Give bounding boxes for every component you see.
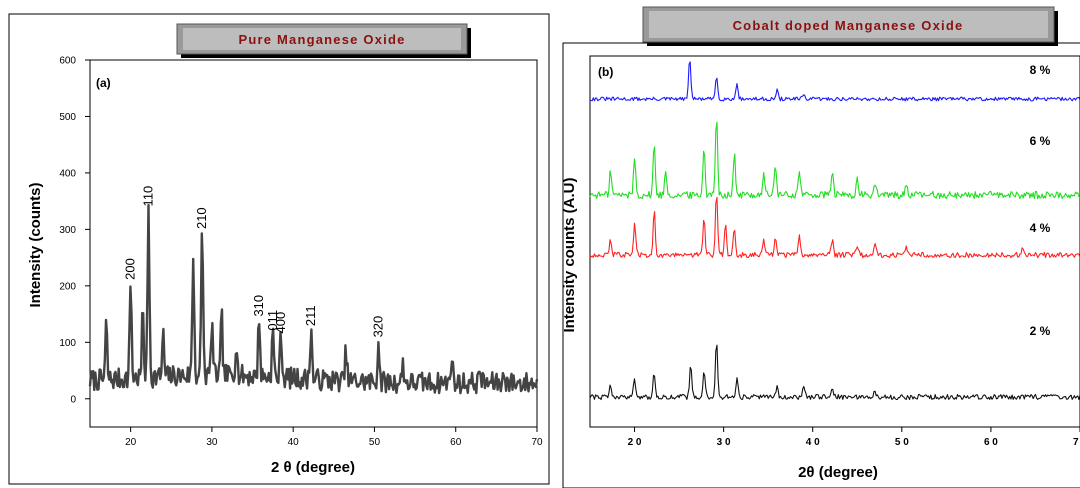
b-series-line-4% [589,196,1080,259]
b-series-label: 2 % [1030,324,1051,338]
panel-b-label: (b) [598,65,613,79]
a-y-tick-label: 200 [59,281,76,292]
b-x-tick-label: 4 0 [806,437,820,448]
a-peak-label: 210 [194,207,209,229]
panel-a-series-line [88,203,539,395]
a-y-tick-label: 500 [59,112,76,123]
panel-b: Cobalt doped Manganese Oxide (b) 2 0 3 0 4… [561,6,1080,488]
b-series-line-6% [589,121,1080,200]
panel-b-x-ticks: 2 0 3 0 4 0 5 0 6 0 7 0 [628,427,1080,448]
a-peak-label: 211 [303,305,318,326]
panel-b-y-axis-label: Intensity counts (A.U) [561,177,578,332]
panel-b-title: Cobalt doped Manganese Oxide [733,18,964,33]
b-x-tick-label: 6 0 [984,437,998,448]
a-peak-label: 320 [371,316,386,338]
panel-a-y-axis-label: Intensity (counts) [27,182,44,307]
b-x-tick-label: 2 0 [628,437,642,448]
a-peak-label: 400 [273,312,288,334]
a-y-tick-label: 600 [59,56,76,67]
panel-a: Pure Manganese Oxide (a) 0 100 200 300 400 50… [8,13,550,485]
panel-b-title-box: Cobalt doped Manganese Oxide [642,6,1058,46]
a-x-tick-label: 30 [206,437,218,448]
b-series-label: 6 % [1030,134,1051,148]
b-series-label: 8 % [1030,63,1051,77]
panel-a-x-ticks: 20 30 40 50 60 70 [125,427,543,448]
b-x-tick-label: 5 0 [895,437,909,448]
b-x-tick-label: 3 0 [717,437,731,448]
a-peak-label: 200 [123,258,138,280]
panel-a-title-box: Pure Manganese Oxide [176,23,471,58]
b-series-label: 4 % [1030,221,1051,235]
a-x-tick-label: 20 [125,437,137,448]
a-y-tick-label: 300 [59,225,76,236]
a-y-tick-label: 0 [70,394,76,405]
a-peak-label: 310 [251,295,266,317]
a-x-tick-label: 40 [288,437,300,448]
panel-a-title: Pure Manganese Oxide [238,32,405,47]
b-x-tick-label: 7 0 [1073,437,1080,448]
panel-b-series-labels: 8 % 6 % 4 % 2 % [1030,63,1051,338]
panel-a-y-ticks: 0 100 200 300 400 500 600 [59,56,90,405]
a-y-tick-label: 100 [59,338,76,349]
a-x-tick-label: 60 [450,437,462,448]
a-peak-label: 011 [265,310,280,331]
panel-b-series [589,61,1080,401]
a-x-tick-label: 70 [531,437,543,448]
panel-b-x-axis-label: 2θ (degree) [798,464,878,481]
b-series-line-8% [589,61,1080,102]
panel-a-x-axis-label: 2 θ (degree) [271,459,355,476]
a-x-tick-label: 50 [369,437,381,448]
b-series-line-2% [589,344,1080,401]
a-y-tick-label: 400 [59,168,76,179]
a-peak-label: 110 [141,186,156,207]
panel-a-label: (a) [96,76,111,90]
panel-b-plot-area [589,55,1080,428]
panel-a-frame [8,13,550,485]
